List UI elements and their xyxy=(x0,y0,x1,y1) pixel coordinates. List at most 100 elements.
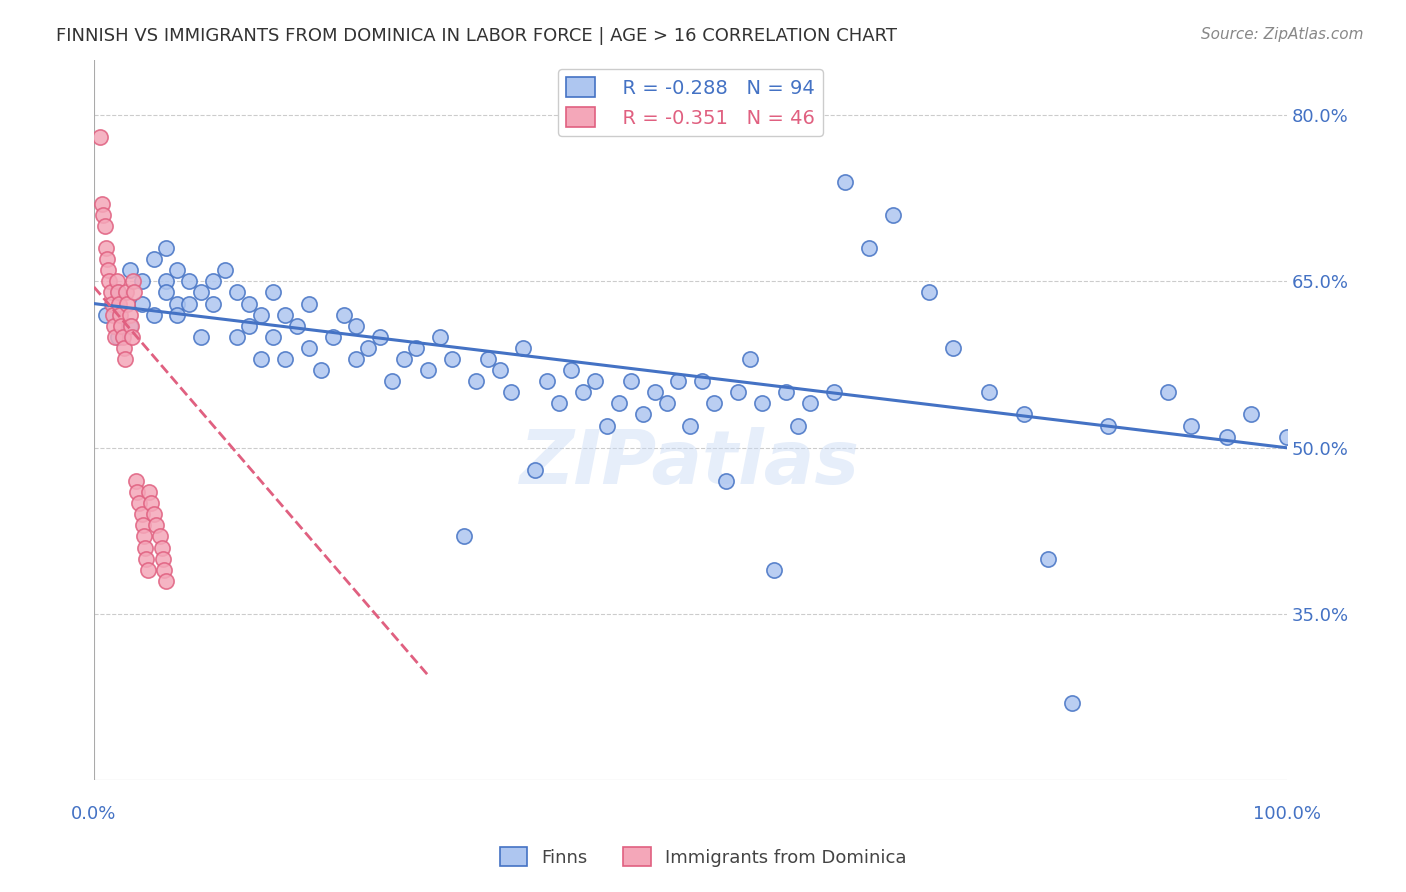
Point xyxy=(1097,418,1119,433)
Point xyxy=(250,308,273,322)
Point xyxy=(429,330,451,344)
Point xyxy=(1038,551,1060,566)
Point xyxy=(321,330,343,344)
Point xyxy=(453,529,475,543)
Point xyxy=(416,363,439,377)
Text: Source: ZipAtlas.com: Source: ZipAtlas.com xyxy=(1201,27,1364,42)
Point xyxy=(155,285,177,300)
Point xyxy=(762,563,785,577)
Point xyxy=(155,274,177,288)
Point xyxy=(238,296,260,310)
Point xyxy=(179,296,201,310)
Point xyxy=(132,529,155,543)
Point xyxy=(298,296,321,310)
Point xyxy=(477,352,499,367)
Point xyxy=(727,385,749,400)
Point xyxy=(179,274,201,288)
Point xyxy=(596,418,619,433)
Point xyxy=(488,363,510,377)
Text: FINNISH VS IMMIGRANTS FROM DOMINICA IN LABOR FORCE | AGE > 16 CORRELATION CHART: FINNISH VS IMMIGRANTS FROM DOMINICA IN L… xyxy=(56,27,897,45)
Point xyxy=(942,341,965,355)
Point xyxy=(309,363,332,377)
Point xyxy=(501,385,523,400)
Point xyxy=(138,485,160,500)
Point xyxy=(536,374,558,388)
Point xyxy=(166,263,188,277)
Point xyxy=(823,385,845,400)
Point xyxy=(548,396,571,410)
Point xyxy=(214,263,236,277)
Point xyxy=(392,352,415,367)
Point xyxy=(440,352,463,367)
Point xyxy=(101,308,124,322)
Point xyxy=(1180,418,1202,433)
Point xyxy=(1275,430,1298,444)
Point xyxy=(226,285,249,300)
Point xyxy=(142,508,165,522)
Point xyxy=(134,541,156,555)
Point xyxy=(1014,408,1036,422)
Point xyxy=(190,330,212,344)
Point xyxy=(166,308,188,322)
Point xyxy=(112,341,135,355)
Point xyxy=(344,318,367,333)
Point xyxy=(368,330,391,344)
Point xyxy=(141,496,163,510)
Point xyxy=(333,308,356,322)
Point xyxy=(357,341,380,355)
Point xyxy=(124,285,146,300)
Point xyxy=(918,285,941,300)
Point xyxy=(583,374,606,388)
Point xyxy=(118,308,141,322)
Point xyxy=(105,274,128,288)
Point xyxy=(120,318,142,333)
Point xyxy=(103,318,125,333)
Point xyxy=(262,285,284,300)
Point xyxy=(100,285,122,300)
Point xyxy=(977,385,1000,400)
Point xyxy=(136,563,159,577)
Point xyxy=(107,330,129,344)
Text: 100.0%: 100.0% xyxy=(1253,805,1320,823)
Point xyxy=(620,374,643,388)
Point xyxy=(238,318,260,333)
Point xyxy=(153,563,176,577)
Point xyxy=(607,396,630,410)
Point xyxy=(655,396,678,410)
Point xyxy=(1240,408,1263,422)
Point xyxy=(631,408,654,422)
Point xyxy=(93,219,115,233)
Point xyxy=(285,318,308,333)
Point xyxy=(560,363,582,377)
Point xyxy=(250,352,273,367)
Point xyxy=(131,296,153,310)
Point xyxy=(135,551,157,566)
Point xyxy=(131,274,153,288)
Point xyxy=(405,341,427,355)
Point xyxy=(738,352,761,367)
Point xyxy=(91,196,114,211)
Point xyxy=(668,374,690,388)
Point xyxy=(858,241,880,255)
Point xyxy=(145,518,167,533)
Point xyxy=(118,318,141,333)
Point xyxy=(108,308,131,322)
Point xyxy=(108,296,131,310)
Point xyxy=(111,330,134,344)
Point xyxy=(751,396,773,410)
Point xyxy=(166,296,188,310)
Point xyxy=(152,551,174,566)
Point xyxy=(131,508,153,522)
Point xyxy=(97,263,120,277)
Point xyxy=(93,208,115,222)
Point xyxy=(644,385,666,400)
Text: ZIPatlas: ZIPatlas xyxy=(520,426,860,500)
Point xyxy=(298,341,321,355)
Point xyxy=(1156,385,1178,400)
Point xyxy=(1216,430,1239,444)
Point xyxy=(107,285,129,300)
Point xyxy=(98,274,121,288)
Point xyxy=(1062,696,1084,710)
Point xyxy=(114,352,136,367)
Point xyxy=(155,241,177,255)
